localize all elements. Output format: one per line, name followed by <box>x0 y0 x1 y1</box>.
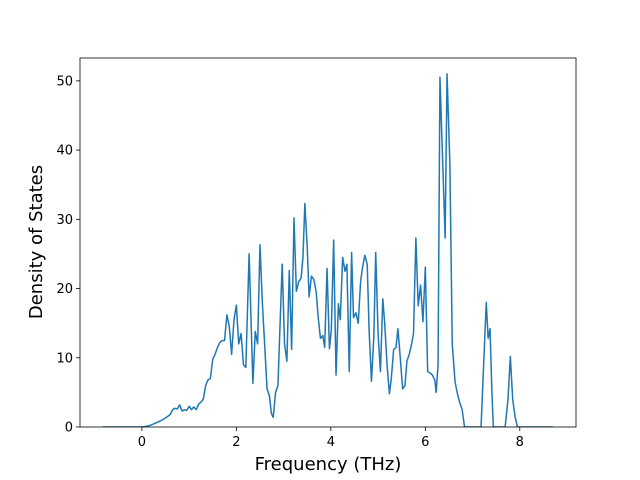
x-tick-label: 8 <box>516 435 524 450</box>
y-tick-label: 0 <box>65 421 73 436</box>
y-tick-label: 10 <box>56 351 73 366</box>
plot-frame <box>79 57 577 428</box>
x-tick-label: 0 <box>138 435 146 450</box>
y-tick-label: 20 <box>56 282 73 297</box>
dos-line <box>102 73 553 427</box>
x-tick-label: 4 <box>327 435 335 450</box>
y-tick-label: 40 <box>56 144 73 159</box>
y-tick-label: 30 <box>56 213 73 228</box>
x-axis-label: Frequency (THz) <box>255 454 402 475</box>
y-tick-label: 50 <box>56 74 73 89</box>
x-tick-label: 2 <box>232 435 240 450</box>
x-tick-label: 6 <box>421 435 429 450</box>
y-axis-label: Density of States <box>26 165 47 319</box>
